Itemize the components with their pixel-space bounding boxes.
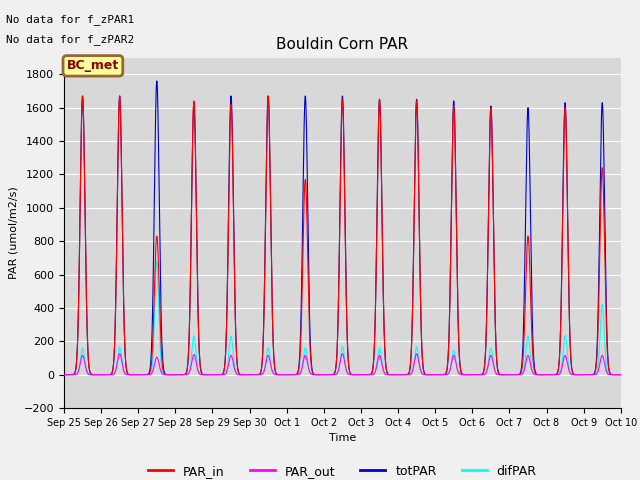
PAR_in [494,366,502,372]
PAR_in [617,372,625,377]
PAR_in [508,372,515,377]
X-axis label: Time: Time [329,433,356,443]
difPAR [617,372,625,377]
difPAR [153,258,161,264]
totPAR [153,78,161,84]
totPAR [617,372,625,377]
PAR_out [89,372,97,377]
Y-axis label: PAR (umol/m2/s): PAR (umol/m2/s) [8,186,18,279]
Line: totPAR: totPAR [64,81,621,374]
PAR_out [116,351,124,357]
Title: Bouldin Corn PAR: Bouldin Corn PAR [276,37,408,52]
totPAR [479,371,486,377]
difPAR [415,361,423,367]
difPAR [479,372,486,377]
Text: No data for f_zPAR2: No data for f_zPAR2 [6,34,134,45]
PAR_out [479,372,486,377]
PAR_in [60,372,68,377]
Legend: PAR_in, PAR_out, totPAR, difPAR: PAR_in, PAR_out, totPAR, difPAR [143,460,541,480]
PAR_out [617,372,625,377]
PAR_in [479,371,486,377]
PAR_in [79,93,86,99]
difPAR [508,372,515,377]
PAR_in [515,372,523,377]
Text: BC_met: BC_met [67,60,119,72]
Text: No data for f_zPAR1: No data for f_zPAR1 [6,14,134,25]
difPAR [89,372,97,377]
Line: PAR_in: PAR_in [64,96,621,374]
totPAR [508,372,515,377]
PAR_out [415,362,423,368]
Line: PAR_out: PAR_out [64,354,621,374]
totPAR [515,372,523,377]
difPAR [515,372,523,377]
Line: difPAR: difPAR [64,261,621,374]
totPAR [494,366,502,372]
difPAR [494,372,502,377]
PAR_out [515,372,523,377]
PAR_in [415,234,423,240]
PAR_out [60,372,68,377]
PAR_out [494,372,502,377]
PAR_out [508,372,515,377]
PAR_in [90,372,97,377]
totPAR [415,233,423,239]
totPAR [60,372,68,377]
totPAR [89,372,97,377]
difPAR [60,372,68,377]
